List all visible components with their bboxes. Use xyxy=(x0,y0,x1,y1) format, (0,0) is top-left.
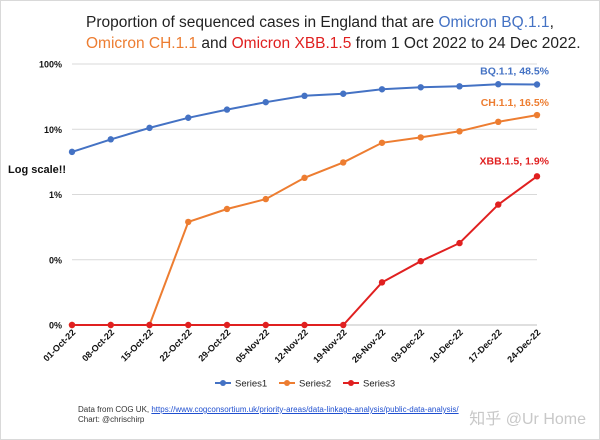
x-tick-labels: 01-Oct-22 08-Oct-22 15-Oct-22 22-Oct-22 29-O… xyxy=(41,327,542,364)
data-point xyxy=(533,81,541,88)
data-point xyxy=(456,83,463,90)
y-axis-label: Log scale!! xyxy=(8,164,66,176)
x-tick-label: 19-Nov-22 xyxy=(311,327,348,364)
y-tick-label: 10% xyxy=(44,125,62,135)
footer: Data from COG UK, https://www.cogconsort… xyxy=(78,405,459,425)
data-point xyxy=(495,81,502,88)
data-point xyxy=(340,90,347,97)
title-sep2: and xyxy=(197,35,232,52)
legend-label-2: Series2 xyxy=(299,379,331,390)
data-point xyxy=(533,111,541,119)
data-point xyxy=(262,98,269,106)
legend-marker-3 xyxy=(348,380,354,386)
data-point xyxy=(495,201,502,208)
x-tick-label: 17-Dec-22 xyxy=(467,327,504,364)
y-tick-labels: 0% 0% 1% 10% 100% xyxy=(39,60,62,331)
data-point xyxy=(495,118,502,126)
legend-marker-1 xyxy=(220,380,226,386)
data-point xyxy=(68,321,76,329)
x-tick-label: 15-Oct-22 xyxy=(119,327,155,363)
series-end-label-3: XBB.1.5, 1.9% xyxy=(480,155,550,167)
data-point xyxy=(417,258,424,265)
y-tick-label: 1% xyxy=(49,190,62,200)
series-line-2 xyxy=(72,114,538,326)
source-line: Data from COG UK, https://www.cogconsort… xyxy=(78,405,459,415)
series-line-3 xyxy=(72,175,538,326)
series-end-label-1: BQ.1.1, 48.5% xyxy=(480,66,550,78)
x-tick-label: 08-Oct-22 xyxy=(80,327,116,363)
title-series1: Omicron BQ.1.1 xyxy=(438,14,550,31)
chart-credit: Chart: @chrischirp xyxy=(78,415,145,424)
legend: Series1 Series2 Series3 xyxy=(215,379,395,390)
line-chart: 0% 0% 1% 10% 100% Log scale!! 01-Oct-22 08-Oc… xyxy=(8,60,550,390)
title-series2: Omicron CH.1.1 xyxy=(86,35,198,52)
series-end-labels: BQ.1.1, 48.5% CH.1.1, 16.5% XBB.1.5, 1.9% xyxy=(480,66,550,168)
x-tick-label: 01-Oct-22 xyxy=(41,327,77,363)
x-tick-label: 26-Nov-22 xyxy=(350,327,387,364)
data-point xyxy=(262,321,269,329)
y-tick-label: 0% xyxy=(49,321,62,331)
data-point xyxy=(340,321,347,329)
data-point xyxy=(417,84,424,91)
gridlines xyxy=(72,63,537,326)
data-point xyxy=(378,86,386,93)
source-link[interactable]: https://www.cogconsortium.uk/priority-ar… xyxy=(151,405,459,414)
title-prefix: Proportion of sequenced cases in England… xyxy=(86,14,439,31)
legend-label-3: Series3 xyxy=(363,379,395,390)
legend-label-1: Series1 xyxy=(235,379,267,390)
data-point xyxy=(146,124,153,132)
data-point xyxy=(223,106,231,113)
legend-marker-2 xyxy=(284,380,290,386)
x-tick-label: 03-Dec-22 xyxy=(389,327,426,364)
data-point xyxy=(456,239,463,247)
data-point xyxy=(301,321,308,329)
data-point xyxy=(378,139,386,146)
data-point xyxy=(185,321,192,329)
data-point xyxy=(185,218,192,226)
source-prefix: Data from COG UK, xyxy=(78,405,152,414)
data-point xyxy=(378,279,386,286)
series-lines xyxy=(71,83,538,326)
data-point xyxy=(107,321,114,329)
x-tick-label: 22-Oct-22 xyxy=(158,327,194,363)
x-tick-label: 05-Nov-22 xyxy=(234,327,271,364)
data-point xyxy=(340,159,347,166)
y-tick-label: 100% xyxy=(39,60,62,70)
data-point xyxy=(456,128,463,135)
data-point xyxy=(223,321,231,329)
data-point xyxy=(185,114,192,121)
series-end-label-2: CH.1.1, 16.5% xyxy=(481,97,550,109)
series-points xyxy=(68,81,541,329)
data-point xyxy=(223,205,231,213)
y-tick-label: 0% xyxy=(49,255,62,265)
title-series3: Omicron XBB.1.5 xyxy=(231,35,352,52)
chart-title: Proportion of sequenced cases in England… xyxy=(86,12,586,54)
data-point xyxy=(146,321,153,329)
data-point xyxy=(301,92,308,100)
data-point xyxy=(107,136,114,143)
watermark: 知乎 @Ur Home xyxy=(469,411,586,428)
x-tick-label: 10-Dec-22 xyxy=(428,327,465,364)
x-tick-label: 24-Dec-22 xyxy=(505,327,542,364)
data-point xyxy=(533,173,541,180)
data-point xyxy=(262,195,269,203)
title-suffix: from 1 Oct 2022 to 24 Dec 2022. xyxy=(351,35,581,52)
x-tick-label: 12-Nov-22 xyxy=(272,327,309,364)
data-point xyxy=(301,174,308,182)
data-point xyxy=(68,148,76,156)
title-sep1: , xyxy=(549,14,554,31)
data-point xyxy=(417,134,424,141)
x-tick-label: 29-Oct-22 xyxy=(196,327,232,363)
